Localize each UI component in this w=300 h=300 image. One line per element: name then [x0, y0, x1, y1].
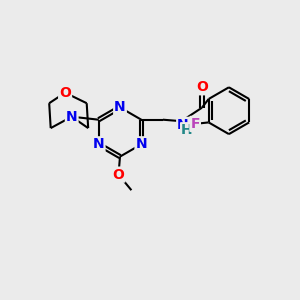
Text: N: N	[136, 137, 147, 151]
Text: O: O	[112, 168, 124, 182]
Text: H: H	[181, 123, 193, 137]
Text: O: O	[59, 86, 71, 100]
Text: N: N	[93, 137, 104, 151]
Text: N: N	[66, 110, 77, 124]
Text: F: F	[190, 117, 200, 131]
Text: N: N	[177, 118, 189, 132]
Text: N: N	[114, 100, 126, 114]
Text: O: O	[196, 80, 208, 94]
